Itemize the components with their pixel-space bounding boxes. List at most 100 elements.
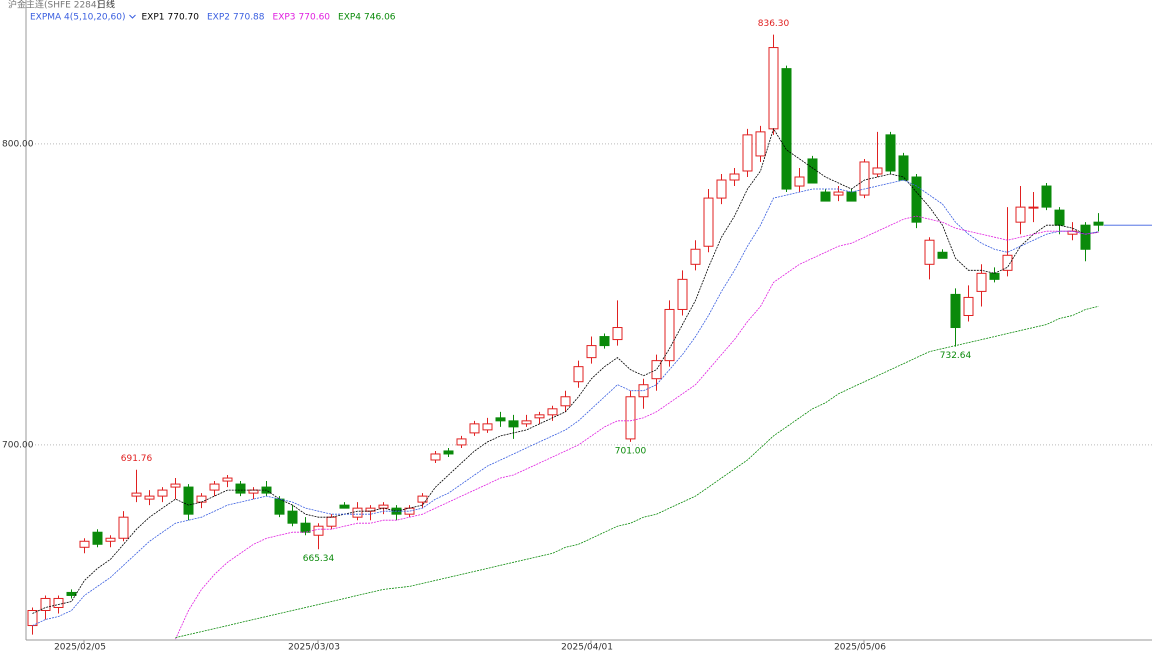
- legend-name: EXP3: [273, 13, 296, 23]
- legend-value: 770.88: [233, 13, 265, 23]
- candle-body: [534, 414, 545, 419]
- indicator-label[interactable]: EXPMA 4(5,10,20,60): [30, 13, 125, 23]
- candle-body: [716, 179, 727, 199]
- legend-name: EXP2: [207, 13, 230, 23]
- candle-body: [40, 597, 51, 611]
- y-tick-label: 800.00: [2, 139, 34, 149]
- candle-body: [1054, 209, 1065, 226]
- candle-body: [872, 167, 883, 175]
- candle-body: [326, 516, 337, 527]
- candle-body: [807, 158, 818, 184]
- candle-body: [248, 489, 259, 494]
- candle-body: [586, 345, 597, 359]
- indicator-line: [175, 305, 1099, 638]
- candle-body: [963, 296, 974, 316]
- indicator-line: [175, 215, 1099, 640]
- candle-body: [274, 498, 285, 515]
- candle-body: [27, 609, 38, 627]
- candle-body: [599, 336, 610, 347]
- candle-body: [79, 540, 90, 548]
- candle-body: [339, 504, 350, 509]
- candle-body: [196, 495, 207, 503]
- candle-body: [170, 483, 181, 488]
- low-label: 665.34: [303, 554, 335, 564]
- candle-body: [729, 173, 740, 181]
- candle-body: [430, 453, 441, 461]
- candle-body: [911, 176, 922, 223]
- legend-value: 746.06: [364, 13, 396, 23]
- candle-body: [560, 396, 571, 407]
- candle-body: [677, 278, 688, 310]
- low-label: 732.64: [940, 351, 972, 361]
- high-label: 836.30: [758, 19, 790, 29]
- candle-body: [1028, 206, 1039, 209]
- candle-body: [742, 134, 753, 172]
- legend-value: 770.60: [299, 13, 331, 23]
- indicator-line: [32, 127, 1099, 614]
- candle-body: [703, 197, 714, 247]
- x-tick-label: 2025/04/01: [561, 643, 613, 653]
- candle-body: [833, 191, 844, 196]
- candle-body: [508, 420, 519, 428]
- candle-body: [612, 327, 623, 341]
- candle-body: [937, 251, 948, 259]
- x-tick-label: 2025/02/05: [54, 643, 106, 653]
- candle-body: [989, 272, 1000, 280]
- candle-body: [313, 525, 324, 536]
- candle-body: [573, 366, 584, 383]
- candle-body: [105, 537, 116, 542]
- symbol-label: 沪金主连(SHFE 2284): [8, 0, 100, 11]
- indicator-line: [32, 179, 1099, 626]
- candle-body: [118, 516, 129, 539]
- candle-body: [456, 438, 467, 446]
- candle-body: [157, 489, 168, 497]
- candle-body: [976, 272, 987, 292]
- candle-body: [235, 483, 246, 494]
- candle-body: [794, 176, 805, 187]
- candle-body: [950, 293, 961, 329]
- period-label[interactable]: 日线: [97, 0, 115, 11]
- candle-body: [131, 492, 142, 497]
- candle-body: [1015, 206, 1026, 223]
- x-tick-label: 2025/05/06: [834, 643, 886, 653]
- candle-body: [547, 408, 558, 416]
- y-tick-label: 700.00: [2, 440, 34, 450]
- candle-body: [1093, 221, 1104, 226]
- legend-name: EXP1: [141, 13, 164, 23]
- candle-body: [859, 161, 870, 196]
- candle-body: [495, 417, 506, 422]
- candle-body: [1041, 185, 1052, 208]
- candle-body: [885, 134, 896, 172]
- candle-body: [209, 483, 220, 491]
- legend-value: 770.70: [168, 13, 200, 23]
- candle-body: [53, 597, 64, 608]
- legend-name: EXP4: [338, 13, 361, 23]
- candle-body: [924, 239, 935, 265]
- candle-body: [365, 507, 376, 512]
- candle-body: [768, 47, 779, 130]
- candle-body: [820, 191, 831, 202]
- candle-body: [222, 477, 233, 482]
- candle-body: [183, 486, 194, 515]
- candle-body: [352, 507, 363, 518]
- candle-body: [287, 510, 298, 524]
- candle-body: [521, 420, 532, 425]
- candle-body: [898, 155, 909, 181]
- candle-body: [66, 591, 77, 596]
- candle-body: [144, 495, 155, 500]
- candle-body: [755, 131, 766, 157]
- candle-body: [846, 191, 857, 202]
- candle-body: [625, 396, 636, 440]
- candle-body: [1080, 224, 1091, 250]
- candle-body: [300, 522, 311, 533]
- legend-dropdown: [129, 14, 136, 19]
- candle-body: [482, 423, 493, 431]
- candle-body: [664, 308, 675, 362]
- candle-body: [1002, 254, 1013, 271]
- candle-body: [92, 531, 103, 545]
- x-tick-label: 2025/03/03: [288, 643, 340, 653]
- high-label: 691.76: [121, 454, 153, 464]
- candle-body: [781, 68, 792, 190]
